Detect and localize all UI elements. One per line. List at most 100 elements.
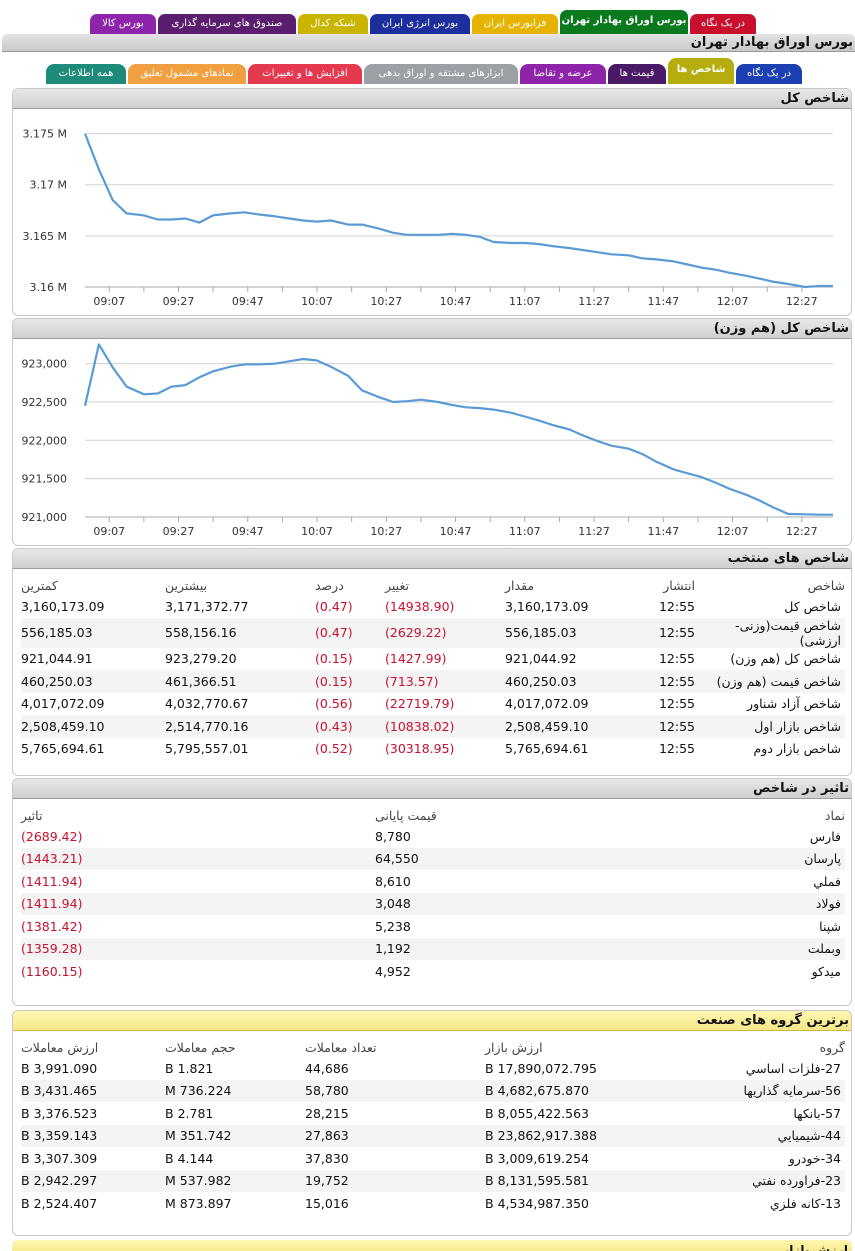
table-cell: (10838.02) xyxy=(385,715,505,738)
table-cell: 1,192 xyxy=(375,937,665,960)
main-header-title: بورس اوراق بهادار تهران xyxy=(690,35,853,50)
table-cell: پارسان xyxy=(665,847,845,870)
tab-all-info[interactable]: همه اطلاعات xyxy=(46,64,126,84)
table-header-row: نماد قیمت پایانی تاثیر xyxy=(21,805,845,825)
series-line xyxy=(83,133,833,289)
y-tick-label: 922,500 xyxy=(22,396,68,409)
table-cell: 28,215 xyxy=(305,1105,349,1121)
top-tab-energy-exchange[interactable]: بورس انرژی ایران xyxy=(370,14,470,34)
top-tab-codal[interactable]: شبکه کدال xyxy=(298,14,368,34)
table-cell: (1381.42) xyxy=(21,918,83,934)
x-tick-label: 10:07 xyxy=(301,525,333,538)
y-tick-label: 3.165 M xyxy=(23,230,67,243)
table-cell: 921,044.91 xyxy=(21,651,93,667)
tab-increases-changes[interactable]: افزایش ها و تغییرات xyxy=(248,64,362,84)
table-cell: 3,048 xyxy=(375,892,665,915)
column-header: درصد xyxy=(315,577,344,593)
tab-supply-demand[interactable]: عرضه و تقاضا xyxy=(520,64,606,84)
top-tab-mutual-funds[interactable]: صندوق های سرمایه گذاری xyxy=(158,14,296,34)
table-row: وبملت 1,192 (1359.28) xyxy=(21,937,845,960)
section-tabs: در یک نگاه شاخص ها قیمت ها عرضه و تقاضا … xyxy=(46,58,806,84)
table-row: 27-فلزات اساسي 17,890,072.795 B 44,686 1.82… xyxy=(21,1057,845,1080)
table-cell: 34-خودرو xyxy=(788,1150,841,1166)
equal-weight-index-chart-panel: شاخص کل (هم وزن) 921,000 921,500 922,000 92… xyxy=(12,318,852,546)
selected-indices-panel: شاخص های منتخب شاخص انتشار مقدار تغییر درصد ب… xyxy=(12,548,852,776)
selected-indices-table: شاخص انتشار مقدار تغییر درصد بیشترین کمترین شاخ… xyxy=(21,575,845,760)
table-cell: شپنا xyxy=(819,918,841,934)
table-cell: 27-فلزات اساسي xyxy=(745,1060,841,1076)
column-header: مقدار xyxy=(505,577,535,593)
x-tick-label: 11:27 xyxy=(578,295,610,308)
y-tick-label: 921,500 xyxy=(22,473,68,486)
panel-title: شاخص کل xyxy=(780,91,849,106)
table-cell: شاخص بازار دوم xyxy=(753,741,841,757)
panel-title: شاخص های منتخب xyxy=(727,551,849,566)
table-cell: (0.15) xyxy=(315,670,385,693)
table-row: شاخص آزاد شناور 12:55 4,017,072.09 (22719.7… xyxy=(21,693,845,716)
top-tab-tehran-stock-exchange[interactable]: بورس اوراق بهادار تهران xyxy=(560,10,688,34)
table-cell: 13-كانه فلزي xyxy=(769,1195,841,1211)
x-tick-label: 10:47 xyxy=(440,525,472,538)
table-cell: (0.52) xyxy=(315,741,353,757)
panel-title: شاخص کل (هم وزن) xyxy=(713,321,849,336)
table-row: شپنا 5,238 (1381.42) xyxy=(21,915,845,938)
table-cell: فارس xyxy=(809,828,841,844)
column-header: تعداد معاملات xyxy=(305,1039,377,1055)
table-cell: شاخص قیمت (هم وزن) xyxy=(695,670,845,693)
table-cell: (0.47) xyxy=(315,598,353,614)
table-cell: (0.47) xyxy=(315,617,385,648)
table-cell: (1443.21) xyxy=(21,847,375,870)
top-industry-groups-panel: برترین گروه های صنعت گروه ارزش بازار تعداد… xyxy=(12,1010,852,1236)
x-tick-label: 12:07 xyxy=(717,295,749,308)
table-cell: شاخص آزاد شناور xyxy=(747,696,841,712)
top-tab-commodity-exchange[interactable]: بورس کالا xyxy=(90,14,156,34)
tab-indices[interactable]: شاخص ها xyxy=(668,58,734,84)
column-header: گروه xyxy=(819,1039,845,1055)
top-tab-overview[interactable]: در یک نگاه xyxy=(690,14,756,34)
column-header: حجم معاملات xyxy=(165,1039,236,1055)
table-row: فارس 8,780 (2689.42) xyxy=(21,825,845,848)
top-industry-groups-table: گروه ارزش بازار تعداد معاملات حجم معاملات ار… xyxy=(21,1037,845,1215)
y-tick-label: 3.175 M xyxy=(23,128,67,141)
column-header: ارزش بازار xyxy=(485,1039,543,1055)
tab-derivatives[interactable]: ابزارهای مشتقه و اوراق بدهی xyxy=(364,64,518,84)
series-line xyxy=(83,343,833,516)
table-cell: (30318.95) xyxy=(385,741,455,757)
table-cell: 2,514,770.16 xyxy=(165,715,315,738)
table-cell: 56-سرمايه گذاريها xyxy=(665,1079,845,1102)
column-header: انتشار xyxy=(663,577,695,593)
column-header: تغییر xyxy=(385,577,409,593)
table-cell: 58,780 xyxy=(305,1079,485,1102)
top-tab-ifb[interactable]: فرابورس ایران xyxy=(472,14,558,34)
table-cell: (713.57) xyxy=(385,670,505,693)
tab-suspended-symbols[interactable]: نمادهای مشمول تعلیق xyxy=(128,64,246,84)
table-cell: شاخص کل xyxy=(784,598,841,614)
table-cell: 5,765,694.61 xyxy=(21,741,105,757)
x-tick-label: 11:07 xyxy=(509,295,541,308)
table-cell: (2629.22) xyxy=(385,617,505,648)
table-cell: 17,890,072.795 B xyxy=(485,1060,597,1076)
table-row: 23-فراورده نفتي 8,131,595.581 B 19,752 537.… xyxy=(21,1169,845,1192)
table-row: 56-سرمايه گذاريها 4,682,675.870 B 58,780 73… xyxy=(21,1079,845,1102)
tab-prices[interactable]: قیمت ها xyxy=(608,64,666,84)
table-row: پارسان 64,550 (1443.21) xyxy=(21,847,845,870)
table-row: شاخص قیمت (هم وزن) 12:55 460,250.03 (713.57… xyxy=(21,670,845,693)
table-cell: 4,017,072.09 xyxy=(21,696,105,712)
table-cell: (2689.42) xyxy=(21,828,83,844)
table-cell: 12:55 xyxy=(635,617,695,648)
table-cell: (1160.15) xyxy=(21,963,83,979)
column-header: نماد xyxy=(824,807,845,823)
table-row: شاخص قیمت(وزنی-ارزشی) 12:55 556,185.03 (262… xyxy=(21,617,845,648)
table-cell: 2,942.297 B xyxy=(21,1169,165,1192)
table-cell: 558,156.16 xyxy=(165,617,315,648)
table-cell: (22719.79) xyxy=(385,696,455,712)
panel-header: شاخص کل (هم وزن) xyxy=(13,319,851,339)
table-cell: 3,991.090 B xyxy=(21,1060,98,1076)
tab-overview[interactable]: در یک نگاه xyxy=(736,64,802,84)
table-row: 57-بانكها 8,055,422.563 B 28,215 2.781 B 3,3… xyxy=(21,1102,845,1125)
table-cell: 5,765,694.61 xyxy=(505,741,589,757)
table-cell: 3,160,173.09 xyxy=(505,598,589,614)
table-cell: 2,508,459.10 xyxy=(21,715,165,738)
x-tick-label: 11:47 xyxy=(647,295,679,308)
column-header: کمترین xyxy=(21,577,58,593)
